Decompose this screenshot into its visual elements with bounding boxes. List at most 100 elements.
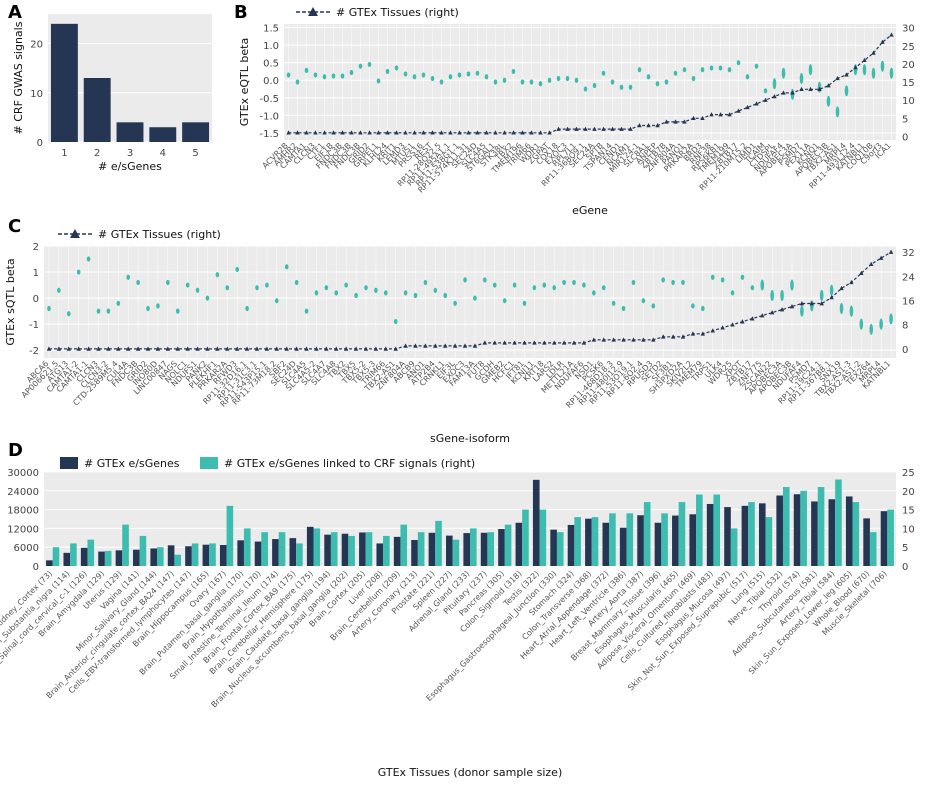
panel-c-tissue-marker [641, 337, 646, 342]
panel-c-beta-point [691, 303, 695, 309]
panel-b-tissue-marker [880, 39, 885, 44]
panel-c-ylabel: GTEx sQTL beta [4, 258, 17, 345]
panel-d-bar-egenes [672, 515, 679, 566]
panel-c-tissue-marker [720, 325, 725, 330]
panel-b-tissue-marker [727, 112, 732, 117]
panel-c-tissue-marker [888, 249, 894, 254]
panel-c-beta-point [57, 287, 61, 293]
panel-c-beta-point [403, 290, 408, 296]
panel-b-tissue-marker [295, 130, 300, 135]
panel-c-beta-point [423, 279, 428, 286]
panel-d-ytick: 30000 [7, 468, 39, 479]
panel-b-beta-point [520, 79, 525, 85]
panel-b-tissue-marker [367, 130, 372, 135]
panel-b-beta-point [682, 67, 687, 73]
panel-c-tissue-marker [561, 340, 567, 345]
panel-letter-a: A [8, 2, 22, 23]
panel-c-beta-point [701, 305, 705, 312]
panel-c-tissue-marker [769, 310, 775, 315]
panel-d-bar-crf [139, 535, 147, 566]
panel-c-tissue-marker [670, 334, 676, 339]
panel-c: C ABCA6AP006621.5ATG13CAMTA1-2CAMTA1-1CL… [4, 216, 915, 445]
panel-b-tissue-marker [520, 130, 525, 135]
panel-b-beta-point [313, 72, 318, 78]
panel-d-bar-egenes [550, 529, 557, 566]
panel-d-bar-crf [678, 502, 686, 566]
panel-c-tissue-marker [106, 346, 111, 351]
panel-d-bar-egenes [828, 499, 836, 566]
panel-c-tissue-marker [304, 346, 309, 351]
panel-c-beta-point [869, 323, 874, 335]
panel-b-legend: # GTEx Tissues (right) [296, 6, 459, 19]
panel-c-tissue-marker [86, 346, 91, 351]
panel-c-tissue-marker [343, 346, 349, 351]
panel-c-ytick: -1 [29, 320, 39, 331]
panel-c-tissue-marker [76, 346, 81, 351]
panel-d-ytick: 0 [33, 562, 39, 573]
panel-c-beta-point [344, 282, 348, 288]
panel-b-tissue-marker [583, 126, 588, 131]
panel-d-bar-egenes [202, 544, 210, 566]
panel-c-beta-point [512, 282, 517, 288]
panel-c-beta-point [473, 295, 477, 301]
panel-c-tissue-marker [155, 346, 161, 351]
panel-d-y2tick: 10 [902, 524, 915, 535]
panel-d-bar-egenes [515, 522, 523, 566]
panel-b-beta-point [457, 72, 462, 78]
panel-c-beta-point [374, 287, 378, 293]
panel-c-beta-point [601, 285, 606, 291]
panel-c-beta-point [393, 318, 398, 325]
panel-c-tissue-marker [740, 319, 745, 324]
panel-d-bar-egenes [115, 550, 123, 566]
panel-b-tissue-marker [385, 130, 390, 135]
panel-c-y2tick: 24 [902, 272, 915, 283]
panel-b-tissue-line [288, 34, 892, 134]
panel-c-y2tick: 32 [902, 248, 915, 259]
panel-b-beta-point [826, 95, 831, 107]
panel-c-beta-point [819, 289, 824, 302]
panel-c-beta-point [879, 318, 883, 330]
panel-b-beta-point [295, 79, 300, 85]
panel-c-beta-point [671, 279, 675, 286]
panel-c-tissue-marker [750, 316, 755, 321]
panel-b-beta-point [745, 74, 750, 80]
panel-b-beta-point [673, 70, 678, 76]
panel-d-ytick: 12000 [7, 524, 39, 535]
panel-c-beta-point [96, 308, 101, 314]
panel-d-bar-egenes [324, 534, 331, 566]
panel-d-bar-egenes [306, 526, 314, 566]
panel-c-tissue-marker [502, 340, 507, 345]
panel-b-tissue-marker [322, 130, 327, 135]
panel-c-tissue-marker [46, 346, 52, 351]
panel-c-tissue-marker [403, 343, 408, 348]
panel-c-beta-point [562, 279, 566, 286]
panel-d-bar-egenes [793, 494, 801, 566]
panel-d-bar-egenes [463, 533, 470, 566]
panel-b-ytick: 0.5 [263, 59, 279, 70]
panel-d-bar-crf [174, 554, 182, 566]
panel-b-tissue-marker [628, 126, 633, 131]
panel-b-tissue-marker [799, 86, 804, 92]
panel-b-beta-point [601, 70, 606, 76]
panel-c-tissue-marker [314, 346, 319, 351]
panel-d-bar-crf [782, 487, 790, 566]
panel-b-tissue-marker [547, 130, 552, 135]
panel-c-beta-point [582, 282, 586, 288]
panel-b-tissue-marker [763, 97, 768, 102]
panel-c-tissue-marker [878, 255, 884, 260]
panel-c-beta-point [532, 285, 537, 291]
panel-b-tissue-marker [610, 126, 615, 131]
panel-a: A 1 2 3 4 5 0 10 20 # e/sGenes # CRF GWAS sign… [8, 2, 212, 173]
panel-d-y2tick: 0 [902, 562, 908, 573]
panel-c-beta-point [621, 305, 626, 312]
panel-d-bar-crf [261, 532, 268, 566]
panel-d-bar-egenes [411, 539, 418, 566]
panel-b-y2tick: 20 [902, 60, 915, 71]
panel-d-bar-egenes [637, 515, 644, 566]
panel-b-tissue-marker [781, 90, 786, 95]
panel-a-bar [182, 122, 210, 142]
panel-c-beta-point [889, 313, 893, 325]
panel-c-tissue-marker [571, 340, 577, 345]
panel-d-bar-egenes [150, 548, 158, 566]
panel-a-xtick: 1 [61, 148, 67, 159]
